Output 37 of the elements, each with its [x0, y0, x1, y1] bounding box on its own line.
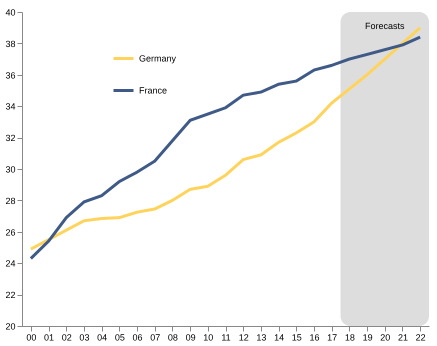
legend-label: France	[139, 86, 168, 96]
x-tick-label: 07	[150, 332, 160, 342]
y-tick-label: 30	[5, 164, 16, 174]
y-tick-label: 38	[5, 38, 16, 49]
y-tick-label: 26	[5, 227, 16, 238]
x-tick-label: 19	[362, 332, 373, 342]
x-tick-label: 21	[398, 332, 408, 342]
x-tick-label: 09	[186, 332, 196, 342]
y-tick-label: 24	[5, 258, 16, 269]
x-tick-label: 13	[256, 332, 266, 342]
x-tick-label: 12	[238, 332, 249, 342]
x-tick-label: 17	[327, 332, 338, 342]
x-tick-label: 14	[274, 332, 284, 342]
x-tick-label: 08	[168, 332, 178, 342]
x-tick-label: 11	[221, 332, 231, 342]
x-tick-label: 05	[114, 332, 125, 342]
y-tick-label: 28	[5, 196, 16, 206]
x-tick-label: 16	[309, 332, 320, 342]
y-tick-label: 32	[5, 133, 16, 144]
band-label: Forecasts	[365, 21, 406, 31]
y-tick-label: 36	[5, 70, 16, 80]
y-tick-label: 20	[5, 322, 16, 332]
x-tick-label: 06	[132, 332, 143, 342]
x-tick-label: 10	[203, 332, 214, 342]
x-tick-label: 15	[292, 332, 302, 342]
x-tick-label: 02	[62, 332, 72, 342]
x-tick-label: 20	[380, 332, 390, 342]
y-tick-label: 34	[5, 102, 16, 112]
legend-label: Germany	[139, 54, 177, 64]
y-tick-label: 22	[5, 290, 16, 300]
x-tick-label: 22	[416, 332, 426, 342]
x-tick-label: 00	[26, 332, 36, 342]
x-tick-label: 01	[44, 332, 54, 342]
y-tick-label: 40	[5, 8, 16, 18]
x-tick-label: 03	[79, 332, 90, 342]
x-tick-label: 18	[344, 332, 355, 342]
x-tick-label: 04	[97, 332, 108, 342]
